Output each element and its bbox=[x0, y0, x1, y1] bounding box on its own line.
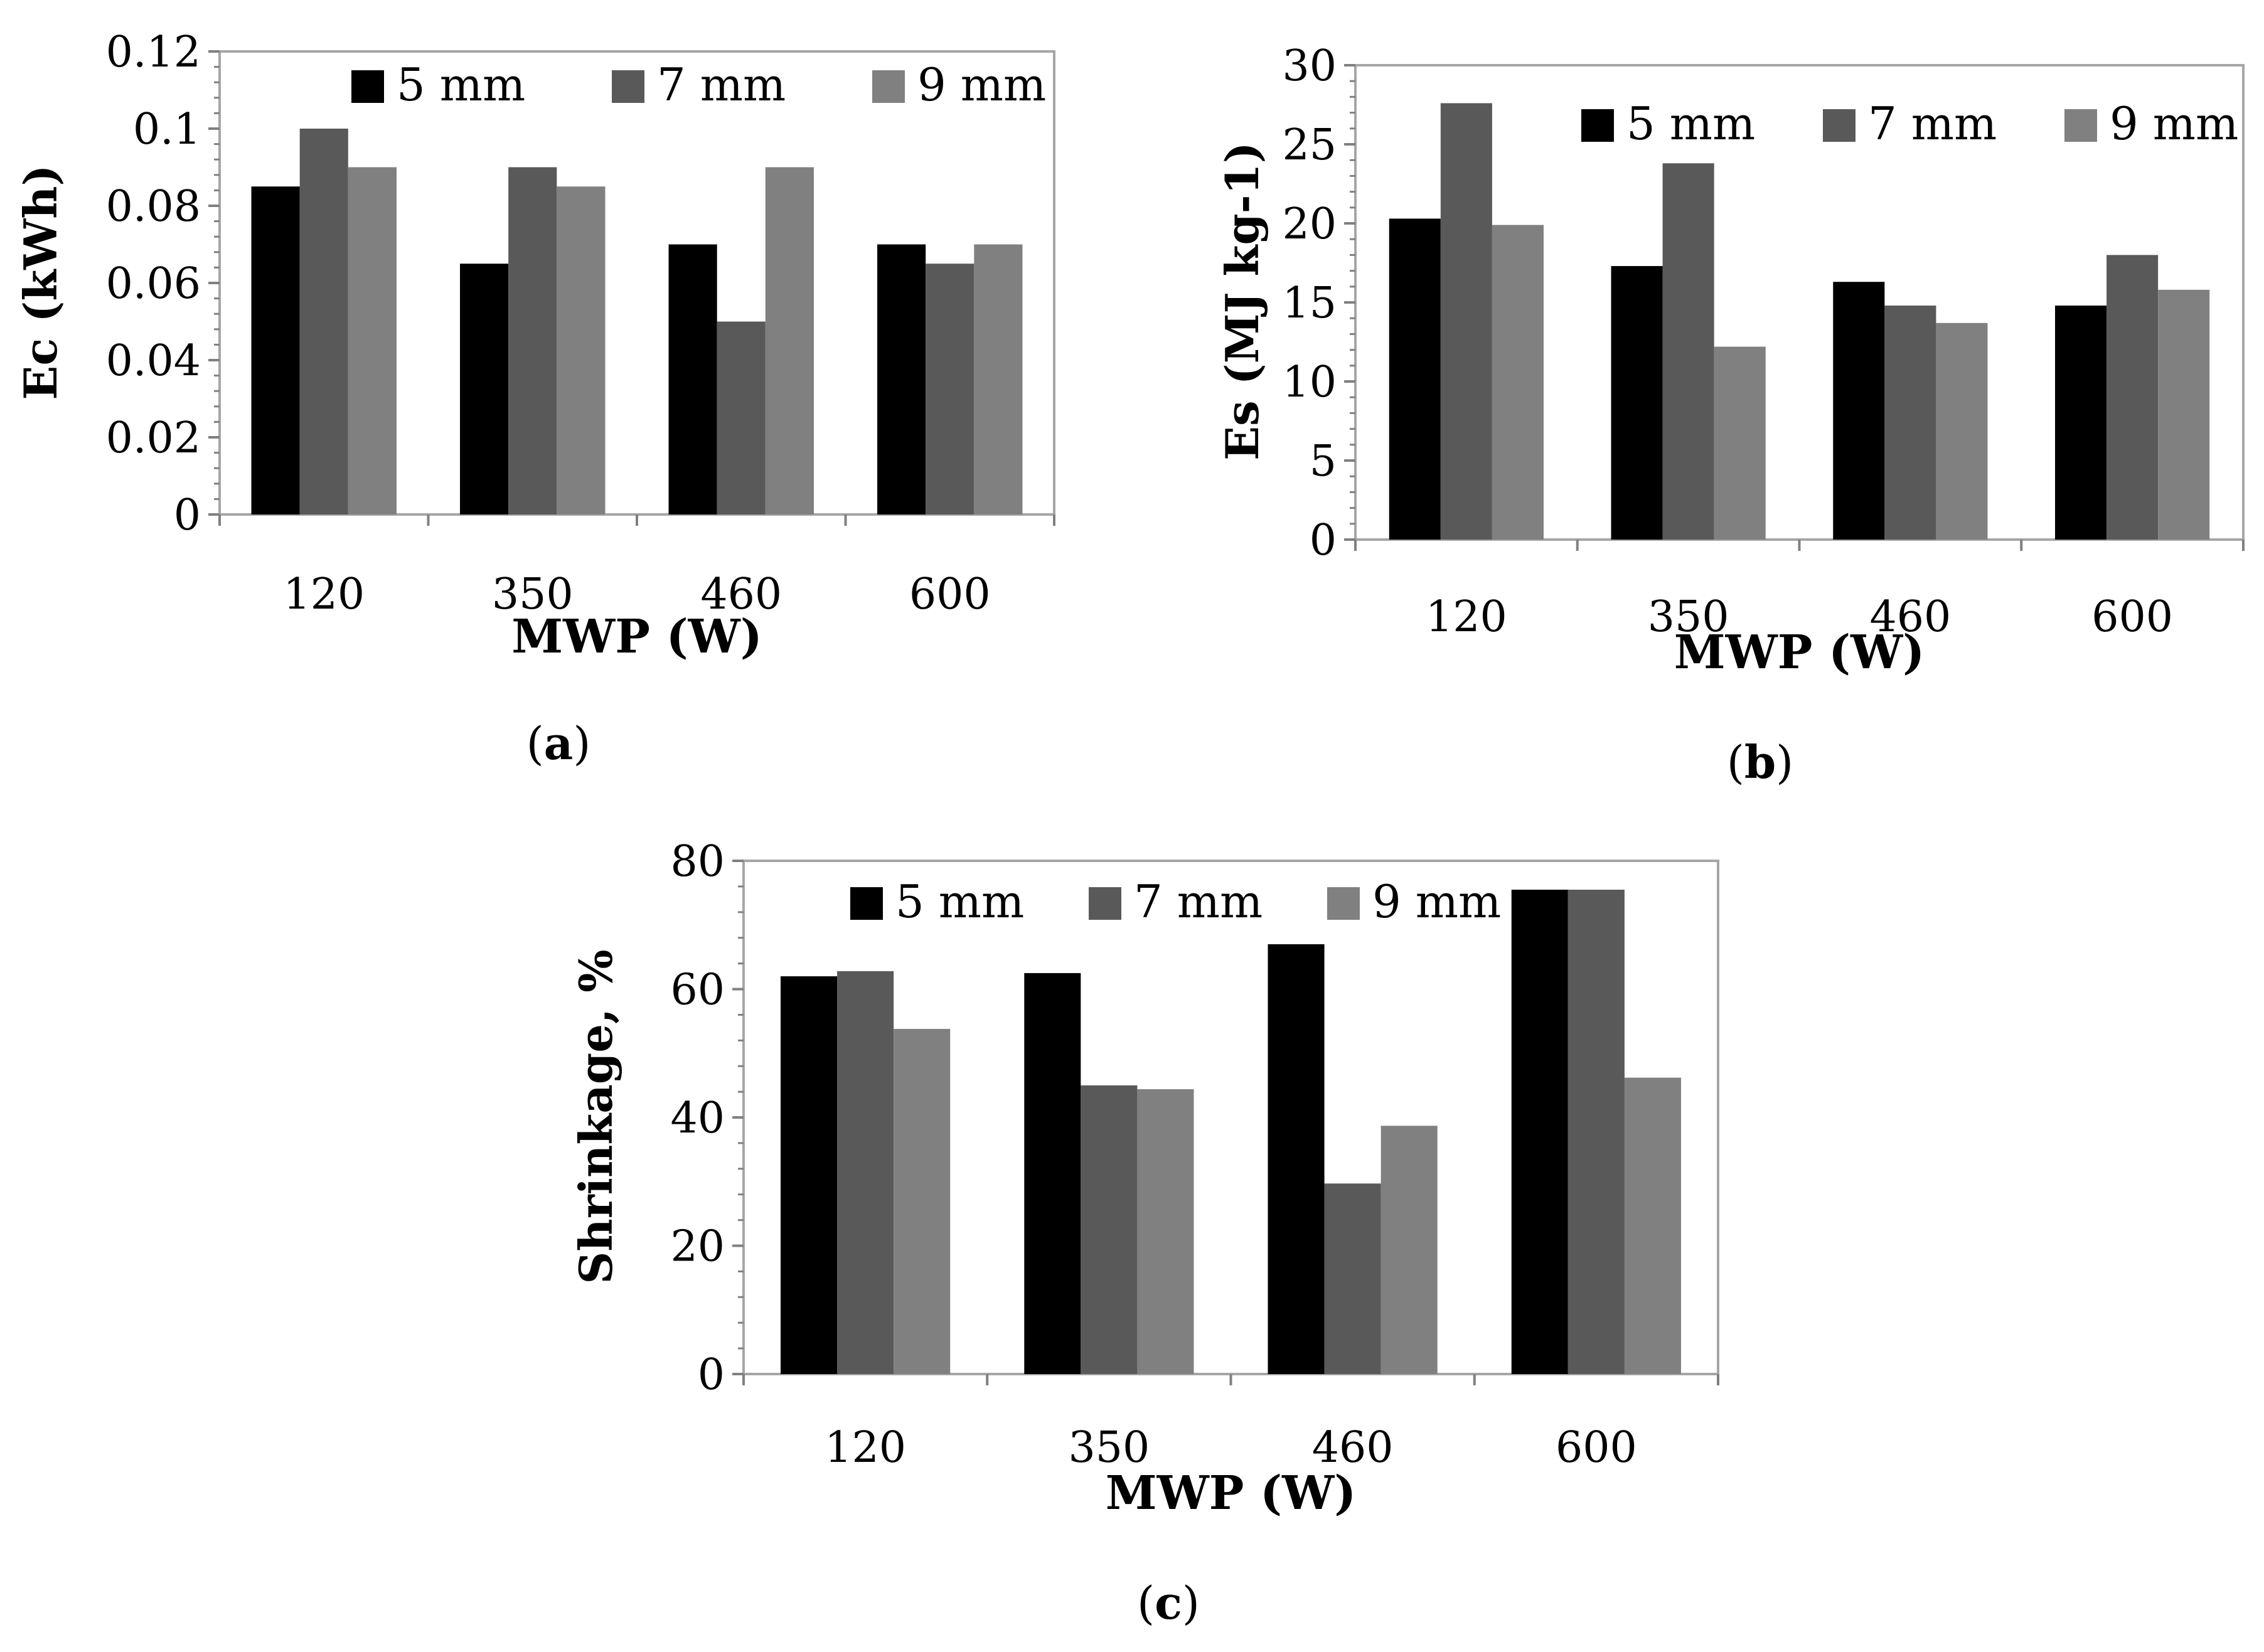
bar-7mm-120 bbox=[837, 971, 894, 1374]
y-axis-title: Ec (kWh) bbox=[14, 164, 67, 400]
bar-9mm-600 bbox=[974, 244, 1023, 514]
y-axis-title: Shrinkage, % bbox=[569, 949, 622, 1284]
panel-caption: (b) bbox=[1727, 735, 1794, 789]
y-tick-label: 40 bbox=[670, 1094, 725, 1143]
x-tick-label: 120 bbox=[1426, 592, 1507, 642]
legend-label: 5 mm bbox=[1626, 97, 1755, 150]
chart-panel-c: 0 20 40 60 80 120 350 460 600 5 mm 7 mm 9 mm MWP (W)… bbox=[569, 837, 1719, 1629]
x-tick-label: 350 bbox=[1648, 592, 1729, 642]
x-tick-label: 120 bbox=[283, 570, 365, 619]
bar-7mm-350 bbox=[1662, 163, 1714, 540]
x-tick-label: 120 bbox=[825, 1423, 906, 1473]
y-tick-label: 20 bbox=[670, 1222, 725, 1272]
bar-5mm-460 bbox=[1268, 944, 1325, 1374]
bar-7mm-350 bbox=[1081, 1085, 1138, 1374]
bar-5mm-460 bbox=[668, 244, 717, 514]
panel-caption: (c) bbox=[1137, 1576, 1200, 1629]
bar-5mm-600 bbox=[1511, 890, 1568, 1374]
x-axis-title: MWP (W) bbox=[1106, 1466, 1357, 1520]
bar-7mm-460 bbox=[1884, 306, 1936, 540]
y-tick-label: 60 bbox=[670, 966, 725, 1015]
x-tick-label: 600 bbox=[2091, 592, 2173, 642]
legend-swatch bbox=[1581, 109, 1614, 142]
x-tick-label: 600 bbox=[1556, 1423, 1637, 1473]
bar-9mm-120 bbox=[348, 167, 397, 514]
legend-swatch bbox=[1089, 887, 1121, 920]
y-tick-label: 0.02 bbox=[106, 413, 201, 463]
panel-caption: (a) bbox=[526, 717, 591, 770]
x-tick-label: 600 bbox=[909, 570, 991, 619]
y-axis-title: Es (MJ kg-1) bbox=[1215, 142, 1269, 461]
bar-9mm-120 bbox=[1492, 225, 1544, 540]
legend-label: 7 mm bbox=[1868, 97, 1997, 150]
legend-label: 9 mm bbox=[2110, 97, 2238, 150]
bar-9mm-350 bbox=[1137, 1089, 1194, 1374]
bar-7mm-120 bbox=[299, 129, 348, 514]
bar-5mm-350 bbox=[1611, 266, 1663, 540]
y-tick-label: 0.04 bbox=[106, 336, 201, 386]
bar-5mm-600 bbox=[877, 244, 926, 514]
bar-5mm-120 bbox=[251, 186, 300, 514]
bar-5mm-120 bbox=[781, 976, 838, 1374]
y-tick-label: 0.12 bbox=[106, 28, 201, 77]
legend-label: 5 mm bbox=[397, 58, 525, 111]
legend-swatch bbox=[1823, 109, 1856, 142]
y-tick-label: 25 bbox=[1282, 120, 1337, 170]
bar-7mm-600 bbox=[1567, 890, 1625, 1374]
legend-label: 9 mm bbox=[917, 58, 1046, 111]
bar-9mm-600 bbox=[1624, 1077, 1681, 1374]
y-tick-label: 15 bbox=[1282, 279, 1337, 328]
legend-swatch bbox=[2064, 109, 2097, 142]
legend-swatch bbox=[612, 70, 644, 103]
bar-7mm-460 bbox=[1324, 1183, 1381, 1374]
legend-label: 5 mm bbox=[895, 875, 1024, 928]
y-tick-label: 5 bbox=[1310, 437, 1337, 486]
bar-9mm-600 bbox=[2158, 289, 2210, 540]
y-tick-label: 0.06 bbox=[106, 259, 201, 309]
x-tick-label: 460 bbox=[1312, 1423, 1394, 1473]
bar-9mm-350 bbox=[557, 186, 606, 514]
bar-7mm-350 bbox=[508, 167, 557, 514]
y-tick-label: 10 bbox=[1282, 358, 1337, 407]
bar-7mm-120 bbox=[1440, 103, 1492, 540]
bar-9mm-460 bbox=[765, 167, 814, 514]
bar-9mm-120 bbox=[894, 1028, 951, 1374]
x-tick-label: 350 bbox=[492, 570, 574, 619]
chart-panel-b: 0 5 10 15 20 25 30 120 350 460 600 5 mm 7 mm 9 mm MWP … bbox=[1215, 41, 2245, 789]
bar-5mm-350 bbox=[460, 264, 509, 514]
bar-7mm-460 bbox=[717, 321, 766, 514]
y-tick-label: 20 bbox=[1282, 200, 1337, 249]
bar-9mm-460 bbox=[1936, 322, 1988, 540]
bar-9mm-460 bbox=[1380, 1126, 1438, 1374]
x-axis-title: MWP (W) bbox=[511, 610, 762, 664]
x-tick-label: 460 bbox=[700, 570, 782, 619]
legend-swatch bbox=[351, 70, 384, 103]
legend-label: 9 mm bbox=[1372, 875, 1501, 928]
y-tick-label: 80 bbox=[670, 837, 725, 887]
bar-5mm-120 bbox=[1389, 218, 1441, 540]
legend-label: 7 mm bbox=[657, 58, 786, 111]
legend-swatch bbox=[1327, 887, 1360, 920]
y-tick-label: 0 bbox=[1310, 516, 1337, 565]
legend-label: 7 mm bbox=[1134, 875, 1263, 928]
x-tick-label: 350 bbox=[1068, 1423, 1150, 1473]
bar-5mm-350 bbox=[1024, 973, 1081, 1374]
y-tick-label: 0 bbox=[698, 1350, 725, 1400]
legend-swatch bbox=[850, 887, 883, 920]
chart-panel-a: 0 0.02 0.04 0.06 0.08 0.1 0.12 120 350 460 600 5 mm… bbox=[14, 28, 1055, 770]
x-axis-title: MWP (W) bbox=[1674, 626, 1925, 679]
bar-7mm-600 bbox=[2106, 255, 2159, 540]
legend-swatch bbox=[872, 70, 905, 103]
bar-5mm-460 bbox=[1833, 282, 1885, 540]
y-tick-label: 0.08 bbox=[106, 182, 201, 232]
y-tick-label: 30 bbox=[1282, 41, 1337, 91]
bar-5mm-600 bbox=[2055, 306, 2107, 540]
y-tick-label: 0.1 bbox=[133, 105, 201, 154]
x-tick-label: 460 bbox=[1869, 592, 1951, 642]
y-tick-label: 0 bbox=[174, 491, 201, 540]
bar-9mm-350 bbox=[1714, 346, 1766, 540]
bar-7mm-600 bbox=[926, 264, 974, 514]
